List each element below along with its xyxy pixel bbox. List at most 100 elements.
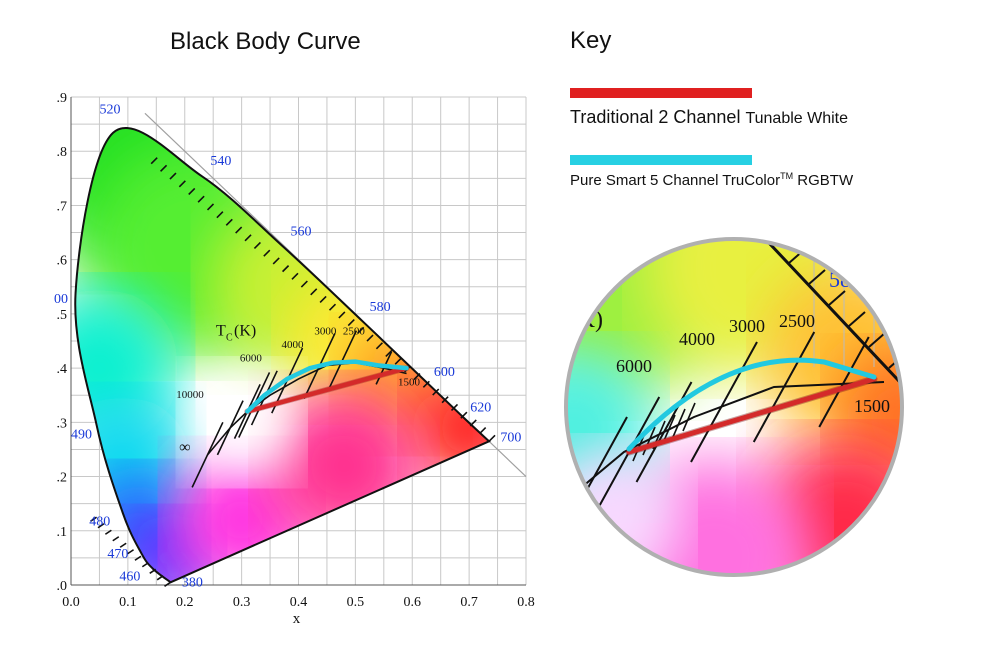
locus-tick: [460, 411, 468, 419]
locus-tick: [347, 319, 355, 327]
locus-tick: [164, 581, 171, 587]
inset-minor-tick: [672, 408, 686, 438]
inset-blackbody: [566, 381, 885, 503]
y-tick-label: .0: [57, 579, 68, 594]
y-tick-label: .3: [57, 416, 68, 431]
wavelength-label: 700: [500, 430, 521, 445]
inset-label: 3000: [729, 316, 765, 336]
locus-tick: [263, 249, 271, 257]
x-tick-label: 0.7: [460, 595, 478, 610]
inset-locus-tick: [848, 311, 866, 327]
gamut-fill: [74, 126, 491, 584]
locus-tick: [253, 241, 261, 250]
locus-tick: [479, 427, 487, 435]
locus-tick: [112, 536, 120, 542]
key-label-sub: RGBTW: [797, 172, 854, 189]
cct-tick-label: ∞: [179, 439, 190, 456]
cct-tick-label: 3000: [314, 325, 337, 337]
gamut-colors: [75, 127, 490, 583]
key-label-trucolor: Pure Smart 5 Channel TruColorTM RGBTW: [570, 171, 853, 189]
locus-tick: [119, 542, 127, 548]
locus-tick: [156, 575, 164, 581]
x-tick-label: 0.2: [176, 595, 194, 610]
locus-tick: [134, 555, 142, 561]
cct-label-sub: C: [226, 333, 233, 344]
wavelength-label: 560: [291, 224, 312, 239]
inset-label: 2500: [779, 311, 815, 331]
locus-tick: [225, 218, 233, 226]
inset-minor-tick: [682, 402, 696, 432]
key-title: Key: [570, 27, 612, 54]
cct-tick-label: 1500: [398, 376, 421, 388]
locus-tick: [366, 334, 374, 342]
x-tick-label: 0.8: [517, 595, 535, 610]
inset-isoline: [690, 341, 758, 463]
wavelength-label: 490: [71, 428, 92, 443]
inset-locus-tick: [808, 269, 826, 285]
locus-tick: [141, 562, 149, 568]
y-tick-label: .4: [57, 362, 68, 377]
x-tick-label: 0.5: [347, 595, 365, 610]
inset-series-trucolor: [626, 357, 877, 452]
key-swatch-trucolor: [570, 155, 752, 165]
inset-border: [564, 237, 904, 577]
wavelength-label: 600: [434, 365, 455, 380]
wavelength-label: 580: [370, 300, 391, 315]
key-label-sub: Tunable White: [745, 110, 849, 127]
wavelength-label: 00: [54, 292, 68, 307]
x-axis-label: x: [293, 611, 301, 627]
inset-isoline: [818, 336, 870, 428]
locus-outline: [74, 126, 491, 584]
locus-tick: [422, 380, 430, 388]
y-tick-label: .8: [57, 145, 68, 160]
y-tick-label: .6: [57, 254, 68, 269]
inset-locus-edge: [752, 239, 902, 399]
wavelength-label: 480: [89, 514, 110, 529]
inset-isoline: [752, 331, 816, 443]
locus-tick: [104, 529, 112, 535]
locus-tick: [328, 303, 337, 311]
trademark-sup: TM: [780, 171, 794, 181]
locus-tick: [90, 516, 98, 522]
x-tick-label: 0.3: [233, 595, 251, 610]
locus-tick: [97, 523, 105, 529]
y-tick-label: .9: [57, 91, 68, 106]
x-tick-label: 0.1: [119, 595, 137, 610]
y-tick-label: .5: [57, 308, 68, 323]
locus-tick: [244, 234, 252, 242]
inset-label: 1500: [854, 396, 890, 416]
locus-tick: [450, 403, 459, 412]
key-label-main: Traditional 2 Channel: [570, 107, 741, 127]
locus-tick: [149, 568, 157, 574]
x-tick-label: 0.0: [62, 595, 80, 610]
wavelength-label: 460: [119, 570, 140, 585]
locus-tick: [488, 434, 496, 442]
locus-tick: [169, 172, 177, 180]
inset-minor-tick: [642, 426, 656, 456]
inset-label: 4000: [679, 329, 715, 349]
locus-tick: [375, 342, 383, 350]
locus-tick: [282, 265, 290, 273]
locus-tick: [206, 203, 215, 211]
inset-locus-tick: [828, 290, 846, 306]
locus-tick: [127, 549, 135, 555]
inset-minor-tick: [662, 414, 676, 444]
cct-tick-label: 10000: [176, 389, 204, 401]
locus-tick: [300, 280, 308, 288]
locus-tick: [385, 349, 393, 358]
inset-label: 6000: [616, 356, 652, 376]
locus-tick: [235, 226, 243, 234]
cct-tick-label: 2500: [343, 325, 366, 337]
x-tick-label: 0.4: [290, 595, 308, 610]
y-tick-label: .2: [57, 471, 68, 486]
series-trucolor: [245, 359, 409, 414]
locus-tick: [197, 195, 205, 203]
isotemperature-line: [191, 421, 224, 488]
x-tick-label: 0.6: [404, 595, 422, 610]
y-tick-label: .1: [57, 525, 68, 540]
inset-blob: [566, 447, 684, 575]
locus-tick: [394, 357, 402, 365]
